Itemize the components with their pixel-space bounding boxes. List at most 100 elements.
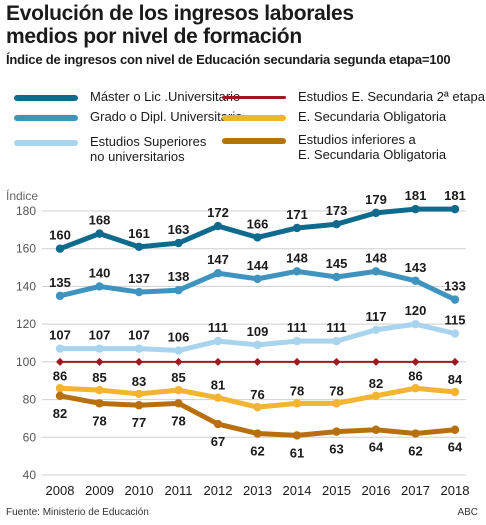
- chart-subtitle: Índice de ingresos con nivel de Educació…: [6, 52, 451, 67]
- data-labels: 160 168 161 163 172 166 171 173 179 181 181 135 140 1…: [49, 188, 466, 460]
- data-label-4-2013: 76: [250, 387, 264, 402]
- y-tick-120: 120: [16, 317, 36, 331]
- marker-4-2017: [411, 384, 420, 393]
- marker-5-2014: [292, 431, 302, 440]
- legend-label-inferiores: Estudios inferiores a E. Secundaria Oblig…: [298, 132, 447, 162]
- legend-label-grado: Grado o Dipl. Universitario: [90, 109, 243, 124]
- marker-2-2016: [371, 325, 381, 334]
- data-label-2-2018: 115: [445, 313, 466, 328]
- data-label-1-2012: 147: [207, 252, 229, 267]
- y-tick-60: 60: [23, 430, 37, 444]
- data-label-2-2011: 106: [168, 330, 190, 345]
- chart-title-line-2: medios por nivel de formación: [6, 25, 302, 48]
- x-tick-2016: 2016: [362, 483, 391, 498]
- data-label-5-2014: 61: [290, 445, 304, 460]
- data-label-1-2015: 145: [326, 256, 348, 271]
- data-label-1-2008: 135: [49, 275, 71, 290]
- series-3: [56, 357, 459, 366]
- data-label-5-2009: 78: [92, 413, 106, 428]
- marker-4-2012: [213, 393, 223, 402]
- marker-2-2011: [174, 346, 183, 355]
- marker-0-2009: [95, 229, 104, 238]
- data-label-1-2010: 137: [128, 271, 150, 286]
- marker-5-2015: [332, 427, 341, 436]
- data-label-5-2018: 64: [448, 440, 463, 455]
- x-tick-2015: 2015: [322, 483, 351, 498]
- x-tick-2009: 2009: [85, 483, 114, 498]
- marker-1-2017: [411, 276, 420, 285]
- x-tick-2017: 2017: [401, 483, 430, 498]
- data-label-1-2017: 143: [405, 260, 427, 275]
- legend-swatch-master: [14, 95, 78, 101]
- data-label-0-2012: 172: [207, 205, 229, 220]
- marker-3-2008: [56, 357, 64, 366]
- marker-1-2010: [134, 287, 144, 297]
- data-label-1-2011: 138: [168, 269, 190, 284]
- marker-5-2013: [253, 429, 262, 438]
- data-label-1-2016: 148: [365, 250, 387, 265]
- series-4: [55, 384, 460, 412]
- marker-0-2012: [213, 221, 223, 231]
- marker-1-2014: [292, 267, 302, 276]
- marker-5-2012: [213, 419, 223, 429]
- data-label-1-2009: 140: [89, 265, 111, 280]
- marker-1-2018: [450, 295, 460, 304]
- data-label-2-2009: 107: [89, 328, 111, 343]
- marker-0-2016: [371, 208, 381, 218]
- marker-1-2009: [95, 282, 104, 291]
- marker-5-2009: [95, 399, 104, 408]
- marker-3-2015: [332, 357, 341, 366]
- x-tick-2013: 2013: [243, 483, 272, 498]
- line-chart: Índice 40 60 80 100 120 140 160 180 2008 2009 201…: [6, 188, 469, 498]
- marker-5-2017: [411, 429, 420, 438]
- data-label-4-2014: 78: [290, 383, 304, 398]
- data-label-5-2011: 78: [171, 413, 185, 428]
- y-tick-180: 180: [16, 204, 36, 218]
- data-label-2-2012: 111: [208, 320, 228, 335]
- y-tick-160: 160: [16, 242, 36, 256]
- data-label-5-2010: 77: [132, 415, 146, 430]
- chart-legend: Máster o Lic .Universitario Grado o Dipl…: [0, 84, 486, 170]
- series-0: [55, 204, 460, 253]
- marker-0-2018: [450, 204, 460, 214]
- series-2: [55, 319, 460, 355]
- marker-0-2014: [292, 223, 302, 233]
- marker-3-2016: [372, 357, 380, 366]
- marker-5-2011: [174, 399, 183, 408]
- marker-1-2012: [213, 269, 223, 278]
- marker-3-2012: [214, 357, 222, 366]
- x-tick-2011: 2011: [165, 483, 193, 498]
- legend-label-master: Máster o Lic .Universitario: [90, 89, 241, 104]
- y-axis-label: Índice: [6, 188, 38, 203]
- y-tick-80: 80: [23, 393, 37, 407]
- marker-3-2017: [411, 357, 420, 366]
- data-label-5-2016: 64: [369, 440, 384, 455]
- marker-4-2009: [95, 385, 104, 395]
- marker-1-2015: [332, 272, 341, 282]
- marker-0-2010: [134, 242, 144, 252]
- data-label-2-2016: 117: [366, 309, 387, 324]
- data-label-0-2015: 173: [326, 203, 348, 218]
- legend-label-secundaria-2: Estudios E. Secundaria 2ª etapa: [298, 89, 485, 104]
- marker-4-2015: [332, 399, 341, 408]
- marker-2-2013: [253, 340, 262, 350]
- chart-title: Evolución de los ingresos laborales medi…: [6, 2, 476, 48]
- marker-4-2018: [450, 387, 460, 397]
- marker-1-2008: [55, 291, 65, 301]
- data-label-1-2013: 144: [247, 258, 269, 273]
- chart-title-line-1: Evolución de los ingresos laborales: [6, 2, 354, 25]
- marker-2-2018: [450, 329, 460, 338]
- data-label-5-2008: 82: [53, 406, 67, 421]
- legend-label-superiores: Estudios Superiores no universitarios: [90, 134, 207, 164]
- marker-2-2012: [213, 336, 223, 346]
- marker-0-2008: [55, 244, 65, 253]
- data-label-4-2009: 85: [92, 370, 106, 385]
- marker-5-2008: [55, 391, 65, 400]
- marker-3-2018: [451, 357, 459, 366]
- marker-3-2009: [95, 357, 104, 366]
- marker-2-2008: [55, 344, 65, 353]
- marker-3-2014: [293, 357, 301, 366]
- data-label-0-2014: 171: [286, 207, 308, 222]
- data-label-0-2018: 181: [444, 188, 466, 203]
- data-label-5-2015: 63: [329, 442, 343, 457]
